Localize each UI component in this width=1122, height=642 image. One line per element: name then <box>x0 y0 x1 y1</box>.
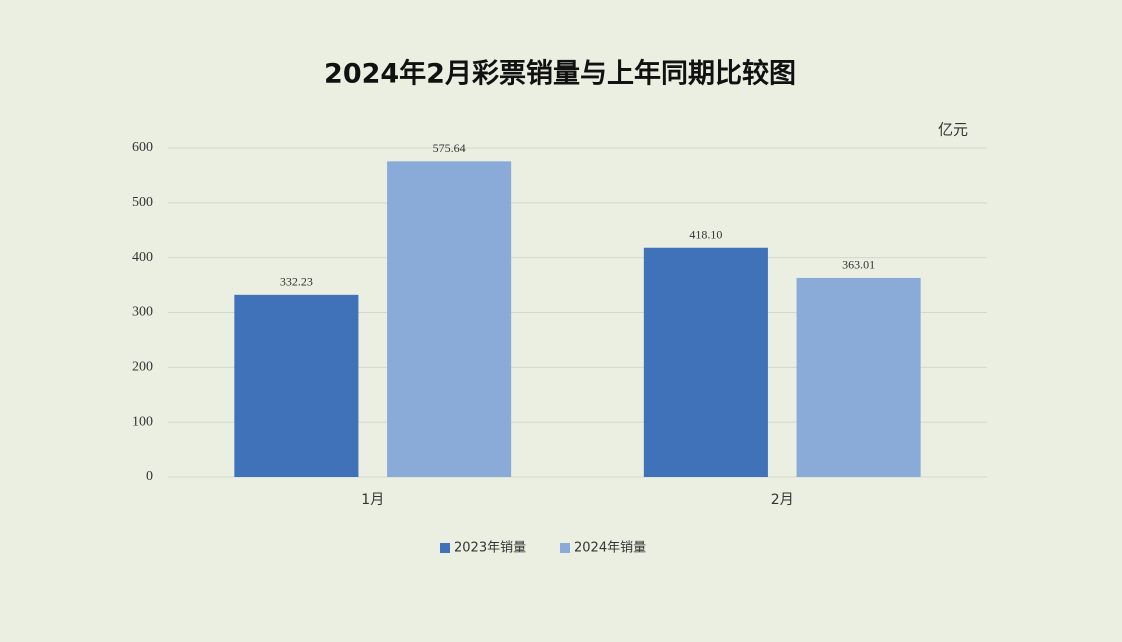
chart-title: 2024年2月彩票销量与上年同期比较图 <box>324 58 796 90</box>
y-tick-label: 300 <box>132 305 153 320</box>
bar <box>387 161 512 477</box>
legend-label: 2023年销量 <box>454 541 526 556</box>
y-tick-label: 600 <box>132 140 153 155</box>
bar <box>234 294 359 477</box>
y-tick-label: 200 <box>132 360 153 375</box>
y-axis-unit: 亿元 <box>938 121 968 139</box>
y-tick-label: 0 <box>146 469 153 484</box>
bar <box>643 247 768 477</box>
y-tick-label: 100 <box>132 414 153 429</box>
value-label: 363.01 <box>842 258 875 272</box>
value-label: 332.23 <box>280 275 313 289</box>
y-tick-label: 400 <box>132 250 153 265</box>
legend-swatch <box>560 543 570 553</box>
bar <box>796 277 921 477</box>
legend-swatch <box>440 543 450 553</box>
legend-label: 2024年销量 <box>574 541 646 556</box>
value-label: 575.64 <box>433 141 466 155</box>
x-tick-label: 1月 <box>361 492 384 508</box>
x-tick-label: 2月 <box>771 492 794 508</box>
y-tick-label: 500 <box>132 195 153 210</box>
value-label: 418.10 <box>689 227 722 241</box>
